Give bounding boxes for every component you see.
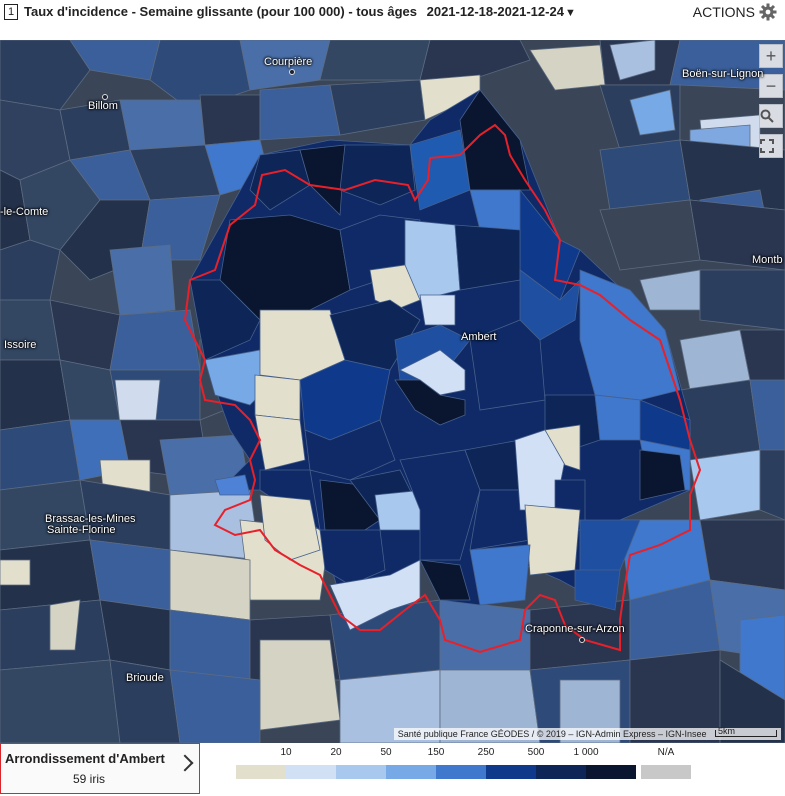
period-dropdown-icon[interactable]: ▼ [564,7,576,19]
legend-swatch [236,765,286,779]
period-selector[interactable]: 2021-12-18-2021-12-24 [426,4,564,19]
gear-icon [759,3,777,21]
city-label-boen: Boën-sur-Lignon [682,68,764,80]
indicator-number: 1 [4,4,18,20]
legend-threshold: 1 000 [573,747,599,758]
header: 1 Taux d'incidence - Semaine glissante (… [0,0,785,40]
legend-swatch [586,765,636,779]
legend-swatch [436,765,486,779]
scale-bar: 5km [715,726,777,737]
legend-swatch [536,765,586,779]
fullscreen-icon [760,139,774,153]
indicator-title: Taux d'incidence - Semaine glissante (po… [24,4,417,19]
city-label-sainte-florine: Sainte-Florine [47,524,116,536]
selected-area-card[interactable]: Arrondissement d'Ambert 59 iris [0,743,200,794]
arrondissement-border [183,123,702,654]
legend-threshold: 50 [380,747,392,758]
city-label-issoire: Issoire [4,339,37,351]
city-label-billom: Billom [88,100,118,112]
legend-swatch [286,765,336,779]
fullscreen-button[interactable] [759,134,783,158]
legend-swatch [336,765,386,779]
selected-area-name: Arrondissement d'Ambert [5,751,165,766]
page-title[interactable]: Taux d'incidence - Semaine glissante (po… [24,4,576,19]
city-label-brioude: Brioude [126,672,164,684]
city-label-ambert: Ambert [461,331,497,343]
legend-na-label: N/A [657,747,675,758]
search-map-button[interactable] [759,104,783,128]
zoom-out-button[interactable]: − [759,74,783,98]
scale-label: 5km [718,726,736,736]
city-marker [579,637,585,643]
legend-na-swatch [641,765,691,779]
magnifier-icon [760,109,774,123]
selected-area-count: 59 iris [72,772,105,786]
choropleth-map[interactable]: + − Courpière Boën-sur-Lignon Billom -le… [0,40,785,743]
legend-threshold: 250 [477,747,495,758]
city-label-courpiere: Courpière [264,56,313,68]
city-label-brassac: Brassac-les-Mines [45,513,136,525]
city-label-craponne: Craponne-sur-Arzon [525,623,625,635]
footer-panel: Arrondissement d'Ambert 59 iris 10 20 50… [0,743,785,796]
legend-threshold: 150 [427,747,445,758]
city-marker [289,69,295,75]
city-label-comte: -le-Comte [0,206,49,218]
city-marker [102,94,108,100]
attribution-text: Santé publique France GÉODES / © 2019 – … [397,729,707,739]
legend-swatch [386,765,436,779]
actions-label: ACTIONS [692,4,755,20]
actions-button[interactable]: ACTIONS [693,3,777,21]
map-canvas[interactable] [0,40,785,743]
legend-threshold: 20 [330,747,342,758]
map-attribution: Santé publique France GÉODES / © 2019 – … [393,726,781,740]
legend-swatch [486,765,536,779]
chevron-right-icon [176,754,194,772]
city-label-montb: Montb [752,254,783,266]
legend-threshold: 10 [280,747,292,758]
zoom-in-button[interactable]: + [759,44,783,68]
legend-threshold: 500 [527,747,545,758]
